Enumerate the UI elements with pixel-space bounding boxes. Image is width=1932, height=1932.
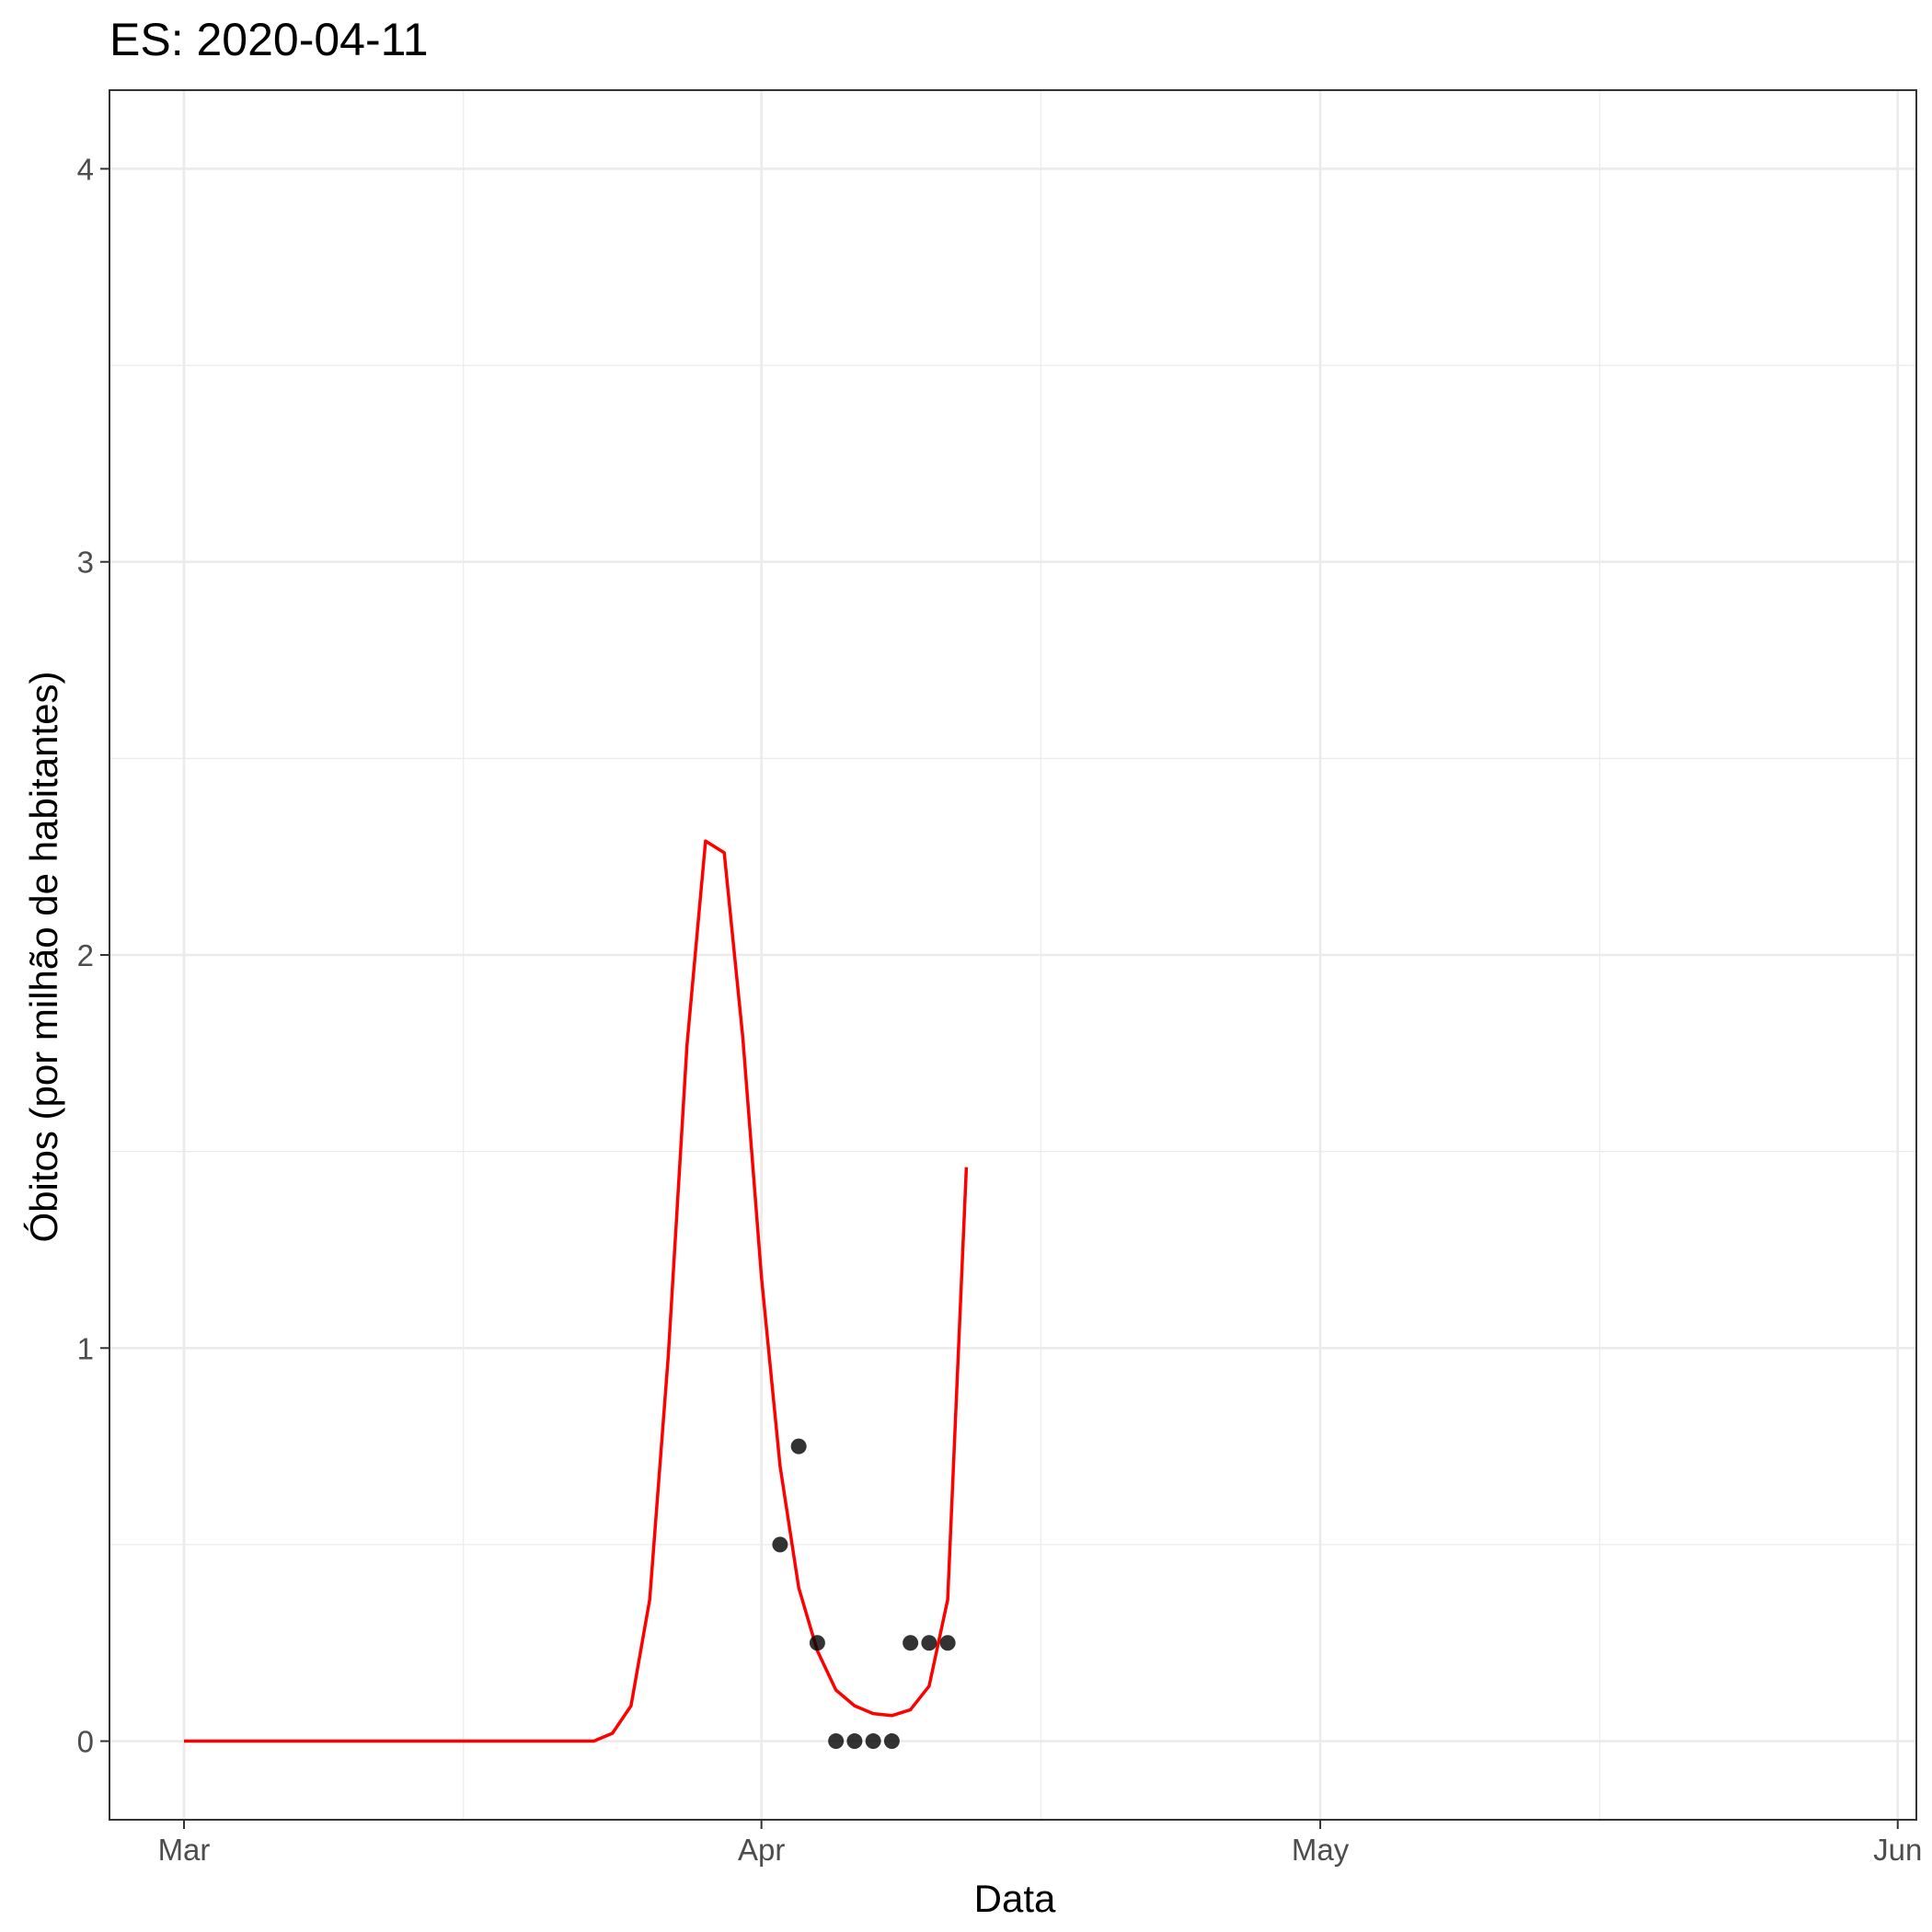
data-point bbox=[903, 1635, 919, 1651]
x-axis-title: Data bbox=[974, 1877, 1056, 1920]
plot-area: 0 1 2 3 4 Mar Apr May Jun bbox=[77, 89, 1922, 1867]
data-point bbox=[846, 1733, 863, 1750]
y-tick-label: 1 bbox=[77, 1331, 94, 1365]
x-tick-label: May bbox=[1292, 1833, 1350, 1867]
y-axis-title: Óbitos (por milhão de habitantes) bbox=[22, 672, 65, 1243]
data-point bbox=[865, 1733, 881, 1750]
chart-title: ES: 2020-04-11 bbox=[109, 14, 429, 65]
y-tick-label: 2 bbox=[77, 938, 94, 972]
data-point bbox=[809, 1635, 825, 1651]
y-tick-label: 0 bbox=[77, 1725, 94, 1759]
y-tick-label: 3 bbox=[77, 546, 94, 580]
data-point bbox=[828, 1733, 845, 1750]
x-tick-label: Mar bbox=[158, 1833, 211, 1867]
y-tick-label: 4 bbox=[77, 152, 94, 186]
x-tick-label: Apr bbox=[738, 1833, 785, 1867]
data-point bbox=[883, 1733, 900, 1750]
data-point bbox=[921, 1635, 937, 1651]
series-line bbox=[184, 839, 969, 1743]
x-tick-label: Jun bbox=[1873, 1833, 1922, 1867]
data-point bbox=[939, 1635, 956, 1651]
data-point bbox=[790, 1438, 807, 1455]
data-point bbox=[772, 1536, 788, 1553]
